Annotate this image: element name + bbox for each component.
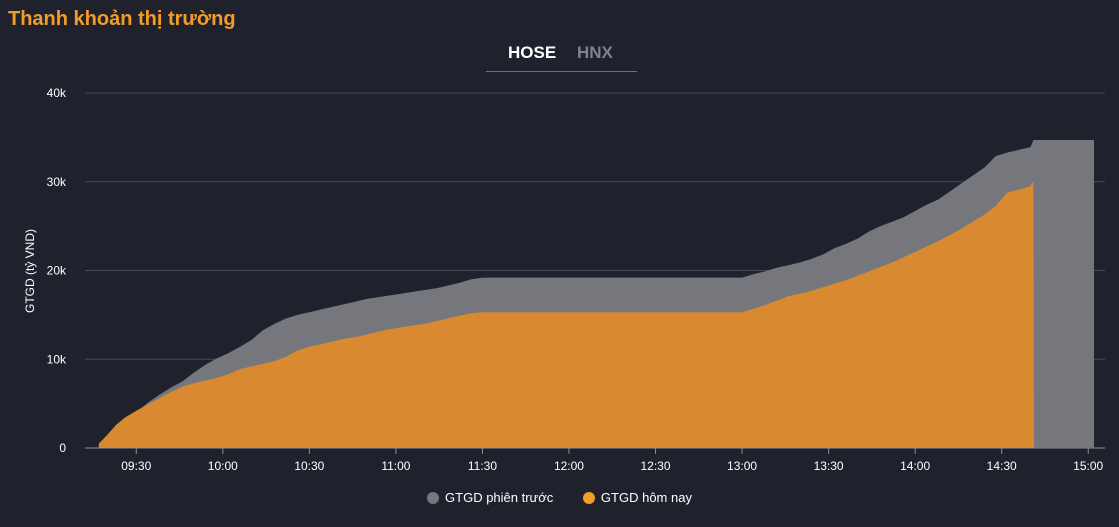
y-tick-label: 40k	[47, 86, 67, 100]
series-area-today[interactable]	[98, 180, 1035, 448]
legend-item-today[interactable]: GTGD hôm nay	[582, 490, 692, 505]
legend: GTGD phiên trước GTGD hôm nay	[0, 490, 1119, 507]
x-tick-label: 12:30	[641, 459, 671, 473]
y-tick-label: 30k	[47, 175, 67, 189]
x-tick-label: 12:00	[554, 459, 584, 473]
x-tick-label: 15:00	[1073, 459, 1103, 473]
x-tick-label: 11:00	[381, 459, 410, 473]
x-tick-label: 10:30	[294, 459, 324, 473]
x-tick-label: 13:00	[727, 459, 757, 473]
axes: 09:30 10:00 10:30 11:00 11:30 12:00 12:30 13:00…	[121, 448, 1104, 473]
legend-item-previous[interactable]: GTGD phiên trước	[427, 490, 553, 505]
legend-label-previous: GTGD phiên trước	[445, 490, 554, 505]
y-tick-label: 10k	[47, 352, 67, 366]
legend-dot-today-icon	[582, 491, 595, 504]
x-tick-label: 14:30	[987, 459, 1017, 473]
series-layer	[98, 140, 1095, 448]
x-tick-label: 14:00	[900, 459, 930, 473]
exchange-tabs: HOSE HNX	[486, 43, 637, 72]
x-tick-label: 09:30	[121, 459, 151, 473]
chart-title: Thanh khoản thị trường	[8, 8, 236, 30]
legend-label-today: GTGD hôm nay	[600, 490, 692, 505]
y-tick-label: 20k	[47, 264, 67, 278]
x-tick-label: 10:00	[208, 459, 238, 473]
liquidity-chart: 0 10k 20k 30k 40k 09:30 10:00 10:30 11:00 11:30 1…	[23, 86, 1105, 473]
y-axis-label: GTGD (tỷ VND)	[23, 229, 37, 313]
tab-hnx[interactable]: HNX	[577, 43, 613, 62]
tab-hose[interactable]: HOSE	[508, 43, 557, 62]
legend-dot-previous-icon	[427, 491, 440, 504]
x-tick-label: 11:30	[468, 459, 497, 473]
x-tick-label: 13:30	[814, 459, 844, 473]
y-tick-label: 0	[59, 441, 66, 455]
